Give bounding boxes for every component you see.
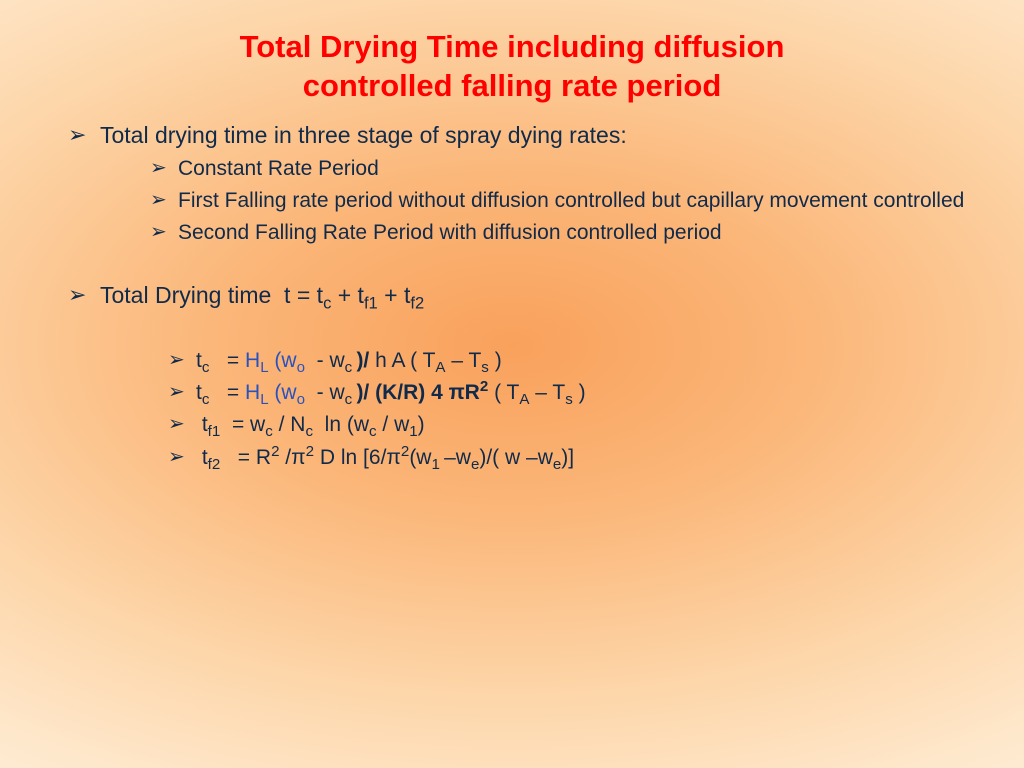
equation-tc-1: tc = HL (wo - wc )/ h A ( TA – Ts ) bbox=[168, 347, 974, 375]
stage-constant: Constant Rate Period bbox=[150, 155, 974, 183]
equation-list: tc = HL (wo - wc )/ h A ( TA – Ts ) tc =… bbox=[50, 347, 974, 472]
spacer-1 bbox=[50, 254, 974, 280]
formula-list: Total Drying time t = tc + tf1 + tf2 bbox=[50, 280, 974, 311]
title-line-1: Total Drying Time including diffusion bbox=[240, 29, 785, 64]
stages-list: Constant Rate Period First Falling rate … bbox=[100, 155, 974, 248]
stage-first-falling: First Falling rate period without diffus… bbox=[150, 187, 974, 215]
content-list: Total drying time in three stage of spra… bbox=[50, 120, 974, 248]
spacer-2 bbox=[50, 317, 974, 343]
equation-tc-2: tc = HL (wo - wc )/ (K/R) 4 πR2 ( TA – T… bbox=[168, 379, 974, 407]
title-line-2: controlled falling rate period bbox=[303, 68, 722, 103]
equation-tf2: tf2 = R2 /π2 D ln [6/π2(w1 –we)/( w –we)… bbox=[168, 444, 974, 472]
equation-tf1: tf1 = wc / Nc ln (wc / w1) bbox=[168, 411, 974, 439]
formula-total-time: Total Drying time t = tc + tf1 + tf2 bbox=[68, 280, 974, 311]
bullet-intro: Total drying time in three stage of spra… bbox=[68, 120, 974, 248]
formula-total-time-text: Total Drying time t = tc + tf1 + tf2 bbox=[100, 282, 424, 308]
bullet-intro-text: Total drying time in three stage of spra… bbox=[100, 122, 627, 148]
stage-second-falling: Second Falling Rate Period with diffusio… bbox=[150, 219, 974, 247]
slide-title: Total Drying Time including diffusion co… bbox=[50, 28, 974, 106]
